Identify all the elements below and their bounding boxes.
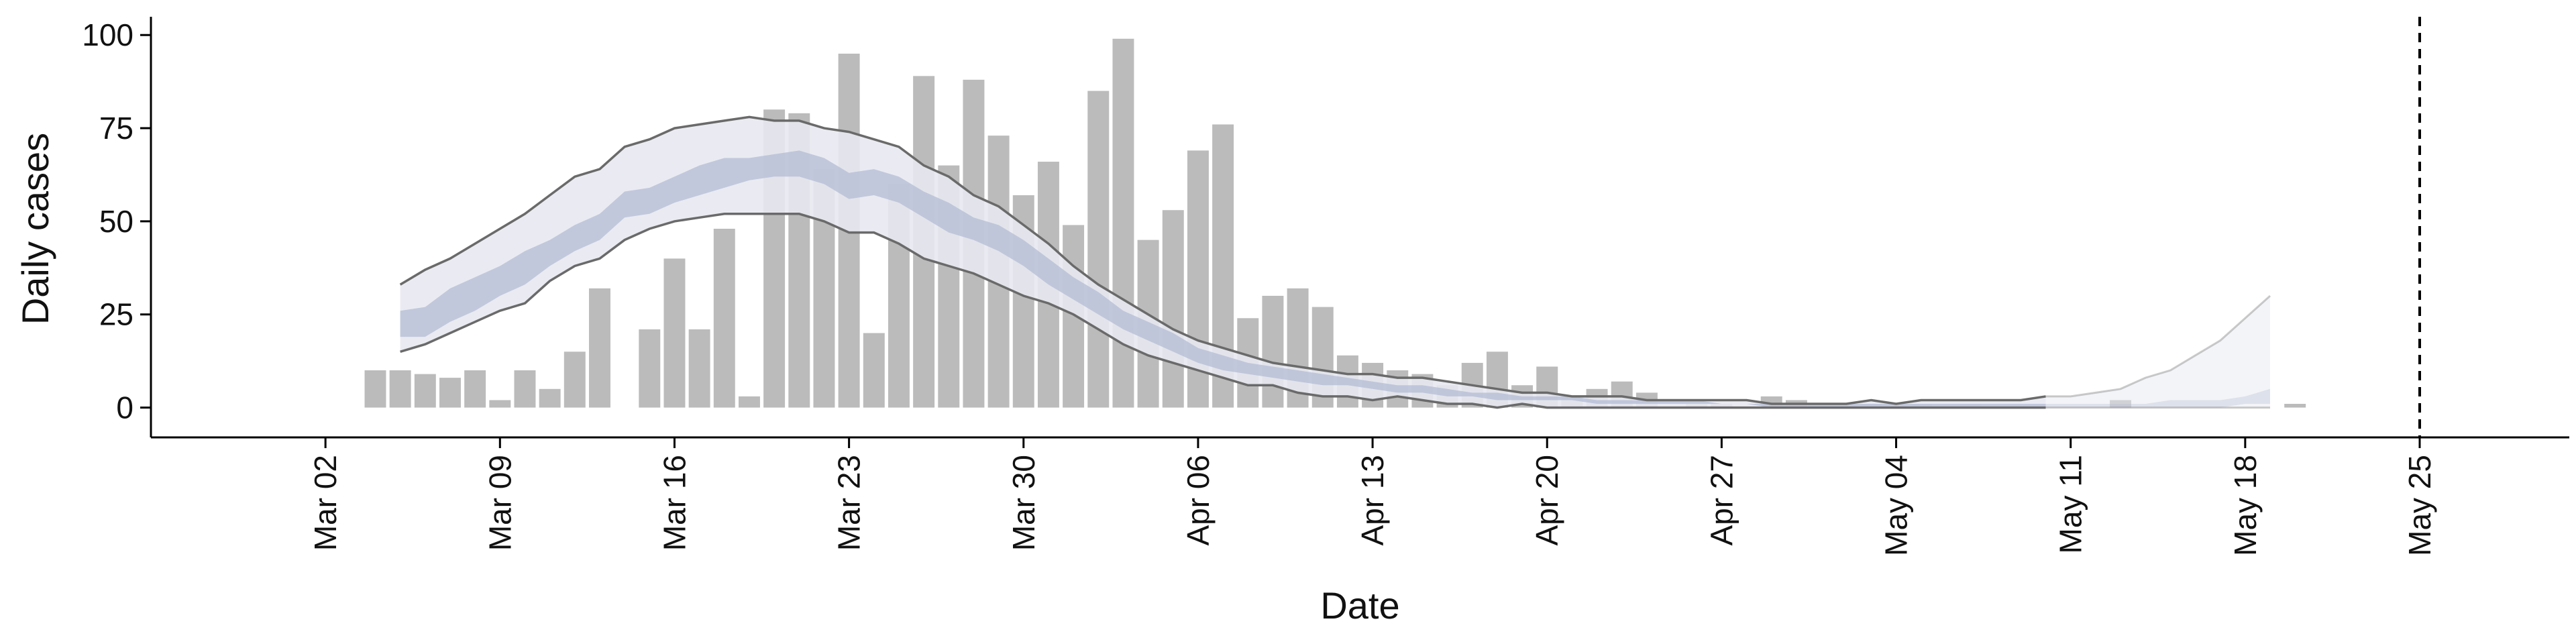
bar (489, 400, 511, 408)
bar (1262, 295, 1284, 408)
y-tick-label: 75 (99, 111, 133, 146)
band-outer (400, 117, 2046, 408)
bar (863, 333, 885, 408)
y-axis-title: Daily cases (14, 133, 56, 325)
bar (439, 378, 461, 408)
x-tick-label: May 18 (2228, 455, 2263, 556)
bands-layer (399, 115, 2271, 409)
x-tick-label: Mar 30 (1006, 455, 1041, 551)
band-upper-line-faded (2045, 294, 2271, 398)
bar (663, 258, 686, 408)
x-axis-title: Date (1320, 584, 1399, 627)
bar (1162, 210, 1184, 408)
bar (539, 388, 561, 408)
x-tick-label: Apr 20 (1529, 455, 1564, 546)
bar (688, 329, 710, 408)
bar (639, 329, 661, 408)
axes-layer: 0 25 50 75 100 Mar 02 Mar 09 Mar 16 Mar 23 Mar 30… (82, 17, 2569, 556)
bar (1112, 38, 1134, 408)
bar (364, 370, 386, 408)
x-tick-label: Mar 23 (832, 455, 867, 551)
bar (2284, 404, 2306, 408)
y-tick-label: 100 (82, 17, 133, 52)
bar (1087, 91, 1110, 408)
x-tick-label: Apr 06 (1181, 455, 1216, 546)
y-tick-label: 50 (99, 204, 133, 239)
bar (464, 370, 486, 408)
bar (564, 352, 586, 408)
x-tick-label: Mar 16 (657, 455, 692, 551)
x-tick-label: May 11 (2053, 455, 2088, 553)
band-inner (400, 150, 2046, 408)
band-outer-faded (2045, 296, 2270, 408)
bar (738, 396, 760, 408)
band-lower-line (400, 213, 2046, 409)
x-tick-label: May 04 (1879, 455, 1914, 556)
band-inner-faded (2045, 388, 2270, 408)
y-tick-label: 0 (116, 390, 133, 425)
x-tick-label: May 25 (2402, 455, 2437, 556)
bar (389, 370, 411, 408)
bar (414, 374, 436, 408)
bar (514, 370, 536, 408)
x-tick-label: Apr 27 (1704, 455, 1739, 546)
x-tick-label: Apr 13 (1355, 455, 1390, 546)
band-upper-line (399, 115, 2046, 405)
bar (588, 288, 610, 408)
x-tick-label: Mar 09 (482, 455, 517, 551)
x-tick-label: Mar 02 (308, 455, 343, 551)
y-tick-label: 25 (99, 297, 133, 332)
bar (713, 229, 735, 408)
